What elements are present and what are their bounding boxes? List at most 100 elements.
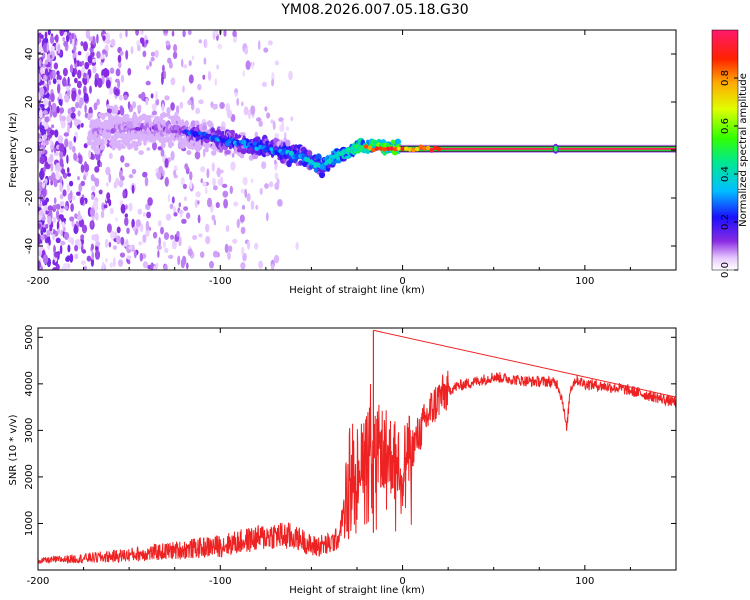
ridge-blob: [86, 140, 94, 146]
noise-speck: [211, 214, 216, 221]
noise-speck: [68, 140, 73, 151]
noise-speck: [173, 169, 177, 177]
ridge-blob: [136, 127, 141, 132]
noise-speck: [77, 110, 81, 117]
noise-speck: [124, 162, 130, 168]
noise-speck: [77, 239, 82, 250]
noise-speck: [58, 98, 62, 106]
noise-speck: [170, 102, 175, 111]
ridge-blob: [161, 111, 166, 119]
ridge-core: [311, 161, 316, 166]
noise-speck: [188, 60, 192, 67]
noise-speck: [64, 138, 69, 148]
noise-speck: [101, 261, 105, 270]
ridge-core: [367, 145, 372, 150]
noise-speck: [45, 210, 48, 215]
ridge-core: [305, 157, 311, 163]
noise-speck: [73, 45, 77, 52]
noise-speck: [58, 214, 64, 220]
noise-speck: [59, 201, 65, 207]
noise-speck: [164, 158, 169, 168]
noise-speck: [47, 30, 51, 36]
noise-speck: [96, 33, 99, 44]
noise-speck: [127, 101, 131, 110]
noise-speck: [125, 204, 128, 210]
noise-speck: [182, 85, 185, 93]
noise-speck: [108, 173, 112, 184]
noise-speck: [120, 74, 125, 83]
noise-speck: [69, 64, 74, 73]
noise-speck: [93, 102, 98, 111]
noise-speck: [42, 98, 49, 107]
snr-series-line: [38, 329, 676, 565]
noise-speck: [81, 60, 85, 66]
ridge-blob: [228, 144, 233, 150]
noise-speck: [53, 244, 56, 254]
noise-speck: [272, 120, 276, 130]
ridge-blob: [210, 127, 216, 134]
ridge-core: [425, 145, 431, 151]
noise-speck: [140, 223, 144, 233]
noise-speck: [56, 70, 60, 76]
noise-speck: [52, 229, 56, 235]
ridge-blob: [143, 133, 149, 141]
ridge-blob: [151, 135, 157, 144]
noise-speck: [194, 151, 201, 160]
noise-speck: [51, 69, 56, 80]
noise-speck: [66, 91, 70, 96]
noise-speck: [38, 200, 41, 205]
ridge-blob: [231, 129, 235, 137]
noise-speck: [39, 125, 45, 131]
noise-speck: [192, 235, 198, 240]
ridge-core: [400, 146, 405, 151]
ridge-blob: [166, 107, 171, 115]
band-blip: [553, 145, 558, 152]
noise-speck: [229, 185, 233, 195]
noise-speck: [138, 150, 144, 156]
noise-speck: [80, 260, 86, 266]
noise-speck: [268, 40, 273, 46]
noise-speck: [227, 251, 231, 260]
noise-speck: [48, 100, 51, 108]
ridge-blob: [204, 146, 209, 153]
ridge-blob: [100, 138, 105, 145]
noise-speck: [142, 261, 149, 269]
noise-speck: [151, 110, 158, 116]
noise-speck: [119, 32, 123, 39]
noise-speck: [80, 41, 84, 47]
noise-speck: [206, 168, 210, 179]
noise-speck: [124, 213, 128, 218]
ridge-core: [404, 146, 409, 151]
noise-speck: [48, 175, 54, 180]
noise-speck: [40, 234, 45, 241]
noise-speck: [187, 99, 192, 106]
noise-speck: [55, 34, 59, 43]
noise-speck: [274, 159, 277, 165]
noise-speck: [77, 69, 82, 79]
noise-speck: [125, 30, 128, 38]
noise-speck: [95, 152, 101, 161]
noise-speck: [70, 203, 74, 212]
x-tick-label: 0: [399, 276, 405, 287]
noise-speck: [188, 74, 194, 84]
ridge-blob: [125, 114, 130, 119]
noise-speck: [162, 64, 165, 73]
y-tick-label: -40: [24, 238, 35, 254]
noise-speck: [147, 197, 153, 206]
noise-speck: [222, 190, 229, 198]
noise-speck: [240, 226, 246, 235]
noise-speck: [55, 263, 60, 270]
noise-speck: [219, 102, 225, 109]
noise-speck: [43, 166, 46, 173]
noise-speck: [207, 70, 212, 81]
noise-speck: [142, 212, 146, 217]
noise-speck: [80, 122, 84, 128]
noise-speck: [112, 245, 118, 250]
noise-speck: [50, 179, 54, 186]
ridge-blob: [184, 120, 189, 127]
noise-speck: [54, 252, 59, 258]
noise-speck: [74, 253, 79, 260]
noise-speck: [149, 61, 152, 67]
noise-speck: [131, 184, 135, 194]
noise-speck: [277, 199, 283, 207]
